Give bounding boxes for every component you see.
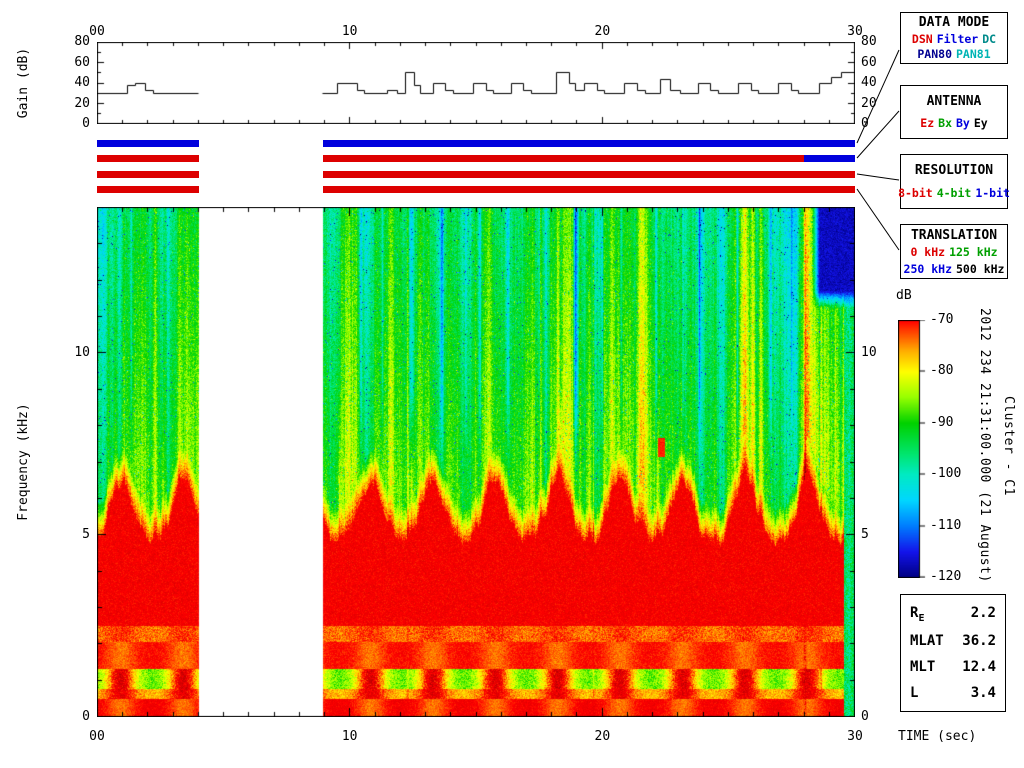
legend-row: 250 kHz 500 kHz [902,262,1007,276]
legend-title-translation: TRANSLATION [910,227,998,243]
status-bar-segment-data-mode [97,140,199,147]
status-bar-segment-antenna [804,155,855,162]
legend-value: 500 kHz [956,261,1005,276]
info-value: 3.4 [970,685,996,702]
gain-ytick-label-right: 20 [861,95,877,111]
status-bar-segment-resolution [97,171,199,178]
pointer-line-resolution [856,173,900,181]
info-label: RE [910,604,925,624]
freq-ytick-label-right: 10 [861,344,877,360]
gain-xtick-label: 00 [89,24,105,39]
info-value: 36.2 [962,633,996,650]
time-xtick-label: 20 [594,729,611,744]
status-bar-segment-translation [322,186,855,193]
legend-value: 8-bit [898,186,933,200]
colorbar-canvas [898,320,927,578]
legend-title-antenna: ANTENNA [926,93,982,109]
freq-ytick-label-right: 0 [861,709,869,724]
info-row: MLT 12.4 [901,659,1005,675]
legend-value: 0 kHz [910,245,946,259]
status-bar-segment-resolution [322,171,855,178]
colorbar-tick-label: -100 [930,466,962,482]
legend-value: DSN [911,31,933,46]
legend-value: 1-bit [975,186,1010,200]
gain-ytick-label-right: 40 [861,75,877,90]
legend-value: By [956,116,970,131]
legend-value: 4-bit [936,186,972,200]
gain-ytick-label-right: 0 [861,116,869,131]
legend-value: Bx [938,116,952,131]
legend-value: DC [982,31,997,46]
freq-ytick-label-right: 5 [861,526,869,542]
info-row: RE 2.2 [901,605,1005,624]
legend-row: Ez Bx By Ey [918,116,989,130]
info-box: RE 2.2 MLAT 36.2 MLT 12.4 L 3.4 [900,594,1006,712]
colorbar-tick-label: -90 [930,414,954,430]
gain-ytick-label-right: 80 [861,34,877,49]
gain-ytick-label: 0 [82,116,90,131]
freq-ytick-label: 5 [82,526,90,542]
legend-value: 125 kHz [949,245,998,259]
info-label: L [910,685,919,702]
gain-plot-canvas [97,42,855,124]
freq-ytick-label: 10 [74,344,90,360]
colorbar-tick-label: -110 [930,517,962,533]
legend-row: PAN80 PAN81 [915,47,992,61]
time-xtick-label: 10 [341,729,358,744]
legend-value: Filter [936,31,979,46]
status-bar-segment-data-mode [322,140,855,147]
info-row: L 3.4 [901,685,1005,701]
colorbar-tick-label: -120 [930,569,962,584]
gain-ytick-label: 60 [74,54,90,70]
legend-value: Ez [920,116,935,131]
legend-row: 0 kHz 125 kHz [908,245,999,259]
time-xtick-label: 30 [847,729,863,744]
legend-row: DSN Filter DC [910,32,998,46]
legend-title-data-mode: DATA MODE [918,14,990,30]
gain-ytick-label-right: 60 [861,54,877,70]
status-bar-segment-antenna [322,155,805,162]
legend-value: Ey [973,116,988,131]
info-label: MLT [910,659,936,676]
colorbar-tick-label: -80 [930,363,954,379]
gain-ytick-label: 40 [74,75,90,90]
gain-xtick-label: 20 [594,24,611,39]
spacecraft-vertical-label: Cluster - C1 [1001,396,1016,496]
gain-axis-label: Gain (dB) [16,47,31,119]
freq-ytick-label: 0 [82,709,90,724]
info-label: MLAT [910,633,944,650]
spectrogram-canvas [97,207,855,717]
legend-value: PAN80 [917,47,952,62]
legend-title-resolution: RESOLUTION [914,163,994,178]
legend-value: 250 kHz [903,261,952,276]
legend-box-translation: TRANSLATION 0 kHz 125 kHz 250 kHz 500 kHz [900,224,1008,279]
time-xtick-label: 00 [89,729,105,744]
gain-xtick-label: 30 [847,24,863,39]
time-axis-label: TIME (sec) [898,729,977,744]
legend-box-data-mode: DATA MODE DSN Filter DC PAN80 PAN81 [900,12,1008,64]
frequency-axis-label: Frequency (kHz) [16,403,31,521]
legend-value: PAN81 [956,47,991,62]
legend-box-resolution: RESOLUTION 8-bit 4-bit 1-bit [898,154,1010,209]
info-value: 12.4 [962,659,996,676]
info-value: 2.2 [970,604,996,621]
legend-box-antenna: ANTENNA Ez Bx By Ey [900,85,1008,139]
datetime-vertical-label: 2012 234 21:31:00.000 (21 August) [977,308,992,583]
status-bar-segment-antenna [97,155,199,162]
gain-ytick-label: 20 [74,95,90,111]
gain-xtick-label: 10 [341,24,358,39]
pointer-line-translation [856,188,900,251]
colorbar-label: dB [896,288,912,303]
status-bar-segment-translation [97,186,199,193]
legend-row: 8-bit 4-bit 1-bit [896,186,1012,200]
gain-ytick-label: 80 [74,34,90,49]
info-row: MLAT 36.2 [901,633,1005,649]
colorbar-tick-label: -70 [930,312,954,327]
